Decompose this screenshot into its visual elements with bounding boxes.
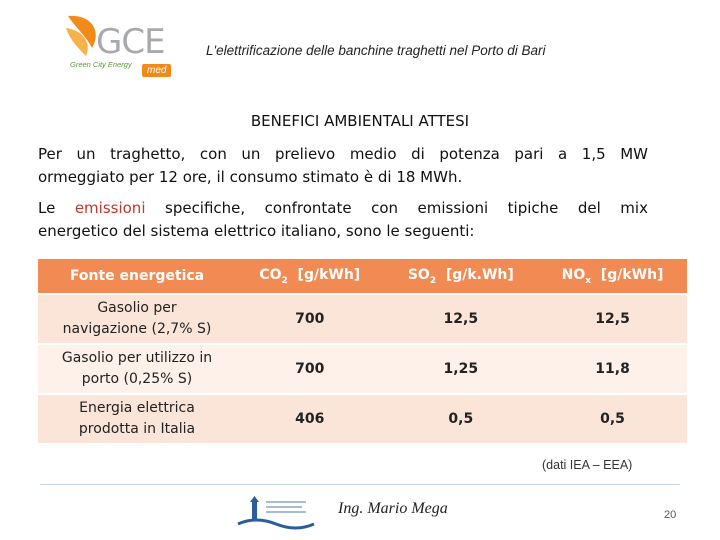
table-row: Gasolio per utilizzo in porto (0,25% S) 7… [38, 343, 687, 394]
author-name: Ing. Mario Mega [338, 500, 448, 517]
table-row: Gasolio per navigazione (2,7% S) 700 12,5… [38, 293, 687, 344]
cell-co2: 700 [236, 343, 384, 394]
logo-leaf-icon [66, 15, 96, 56]
page-number: 20 [664, 509, 677, 521]
source-note: (dati IEA – EEA) [542, 458, 633, 472]
table-header-row: Fonte energetica CO2 [g/kWh] SO2 [g/k.Wh… [38, 259, 687, 295]
cell-co2: 700 [236, 293, 384, 344]
paragraph-emissions: Le emissioni specifiche, confrontate con… [38, 197, 648, 243]
presentation-title: L'elettrificazione delle banchine traghe… [206, 43, 546, 58]
paragraph-line: Per un traghetto, con un prelievo medio … [38, 145, 648, 163]
cell-nox: 12,5 [538, 293, 687, 344]
cell-nox: 0,5 [538, 393, 687, 443]
header-so2: SO2 [g/k.Wh] [383, 259, 539, 295]
section-title: BENEFICI AMBIENTALI ATTESI [250, 112, 470, 130]
header-source: Fonte energetica [38, 259, 236, 295]
gce-med-logo: GCE Green City Energy med [62, 12, 177, 78]
cell-source: Energia elettrica prodotta in Italia [38, 393, 236, 443]
footer-divider [40, 484, 680, 485]
logo-text: GCE [96, 22, 166, 62]
paragraph-consumption: Per un traghetto, con un prelievo medio … [38, 143, 648, 189]
header-nox: NOx [g/kWh] [538, 259, 687, 295]
cell-so2: 12,5 [383, 293, 539, 344]
highlighted-word: emissioni [74, 199, 146, 217]
cell-so2: 1,25 [383, 343, 539, 394]
header-co2: CO2 [g/kWh] [236, 259, 384, 295]
emissions-table: Fonte energetica CO2 [g/kWh] SO2 [g/k.Wh… [38, 259, 687, 443]
table-row: Energia elettrica prodotta in Italia 406 … [38, 393, 687, 443]
logo-tagline: Green City Energy [70, 60, 132, 69]
paragraph-line: ormeggiato per 12 ore, il consumo stimat… [38, 168, 463, 186]
cell-source: Gasolio per utilizzo in porto (0,25% S) [38, 343, 236, 394]
paragraph-line: energetico del sistema elettrico italian… [38, 222, 475, 240]
cell-source: Gasolio per navigazione (2,7% S) [38, 293, 236, 344]
logo-badge: med [142, 64, 172, 77]
port-authority-logo-icon [237, 496, 315, 530]
cell-nox: 11,8 [538, 343, 687, 394]
paragraph-text: specifiche, confrontate con emissioni ti… [165, 199, 648, 217]
paragraph-text: Le [38, 199, 56, 217]
cell-so2: 0,5 [383, 393, 539, 443]
cell-co2: 406 [236, 393, 384, 443]
